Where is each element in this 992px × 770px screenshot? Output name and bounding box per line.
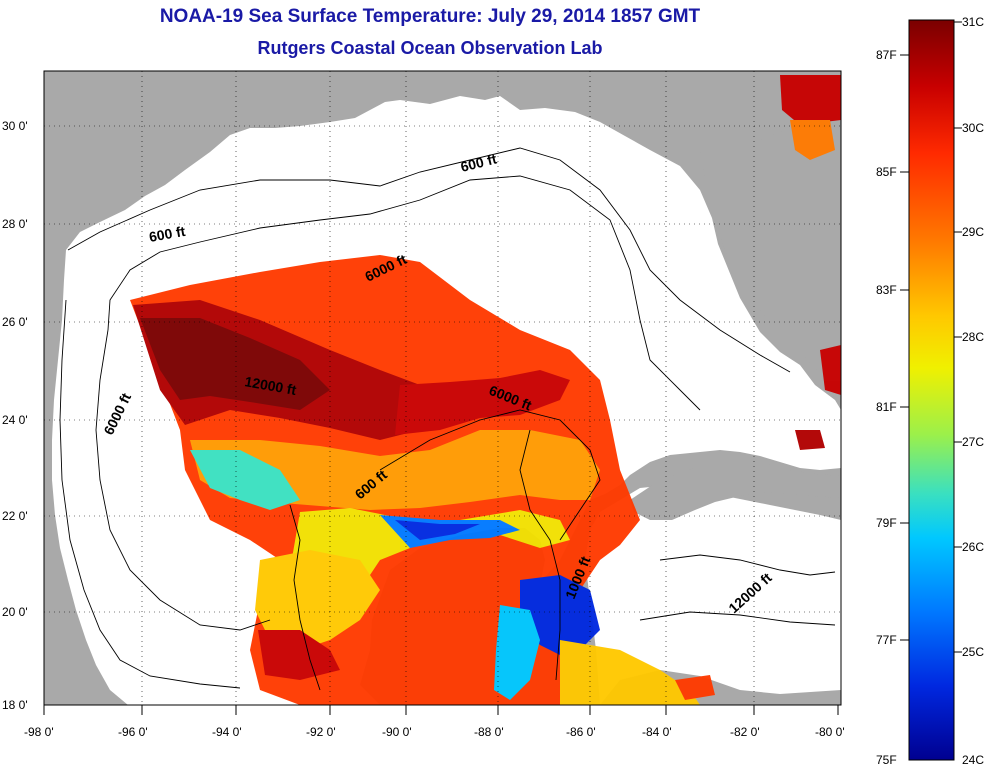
colorbar-fahrenheit-label: 81F xyxy=(876,400,897,414)
y-tick-label: 18 0' xyxy=(2,698,28,712)
colorbar-fahrenheit-label: 79F xyxy=(876,516,897,530)
colorbar-fahrenheit-label: 75F xyxy=(876,753,897,767)
colorbar-fahrenheit-label: 83F xyxy=(876,283,897,297)
x-tick-label: -98 0' xyxy=(24,725,54,739)
contour-label-600ft-west: 600 ft xyxy=(148,223,187,245)
colorbar-ticks xyxy=(900,21,962,653)
y-tick-label: 30 0' xyxy=(2,119,28,133)
colorbar-celsius-label: 30C xyxy=(962,121,984,135)
colorbar-fahrenheit-label: 77F xyxy=(876,633,897,647)
y-tick-label: 24 0' xyxy=(2,413,28,427)
x-axis xyxy=(43,705,839,715)
colorbar-celsius-label: 27C xyxy=(962,435,984,449)
colorbar-fahrenheit-label: 85F xyxy=(876,165,897,179)
colorbar-fahrenheit-label: 87F xyxy=(876,48,897,62)
cuba-land xyxy=(630,462,841,520)
colorbar-celsius-label: 26C xyxy=(962,540,984,554)
x-tick-label: -82 0' xyxy=(730,725,760,739)
y-tick-label: 28 0' xyxy=(2,217,28,231)
colorbar-celsius-label: 31C xyxy=(962,15,984,29)
caribbean-water xyxy=(585,486,841,705)
x-tick-label: -92 0' xyxy=(306,725,336,739)
colorbar-celsius-label: 25C xyxy=(962,645,984,659)
colorbar-celsius-label: 29C xyxy=(962,225,984,239)
x-tick-label: -86 0' xyxy=(566,725,596,739)
y-tick-label: 26 0' xyxy=(2,315,28,329)
x-tick-label: -96 0' xyxy=(118,725,148,739)
x-tick-label: -84 0' xyxy=(642,725,672,739)
colorbar-celsius-label: 24C xyxy=(962,753,984,767)
map-subtitle: Rutgers Coastal Ocean Observation Lab xyxy=(257,38,603,58)
map-title: NOAA-19 Sea Surface Temperature: July 29… xyxy=(159,6,701,27)
sst-swath xyxy=(130,75,841,705)
bathymetry-contours xyxy=(59,147,836,691)
x-tick-label: -90 0' xyxy=(382,725,412,739)
graticule xyxy=(44,71,841,705)
florida-land xyxy=(700,95,841,390)
x-tick-label: -88 0' xyxy=(474,725,504,739)
x-tick-label: -94 0' xyxy=(212,725,242,739)
y-tick-label: 20 0' xyxy=(2,605,28,619)
map-frame xyxy=(43,70,842,706)
y-tick-label: 22 0' xyxy=(2,509,28,523)
x-tick-label: -80 0' xyxy=(815,725,845,739)
colorbar-celsius-label: 28C xyxy=(962,330,984,344)
colorbar xyxy=(908,19,955,761)
